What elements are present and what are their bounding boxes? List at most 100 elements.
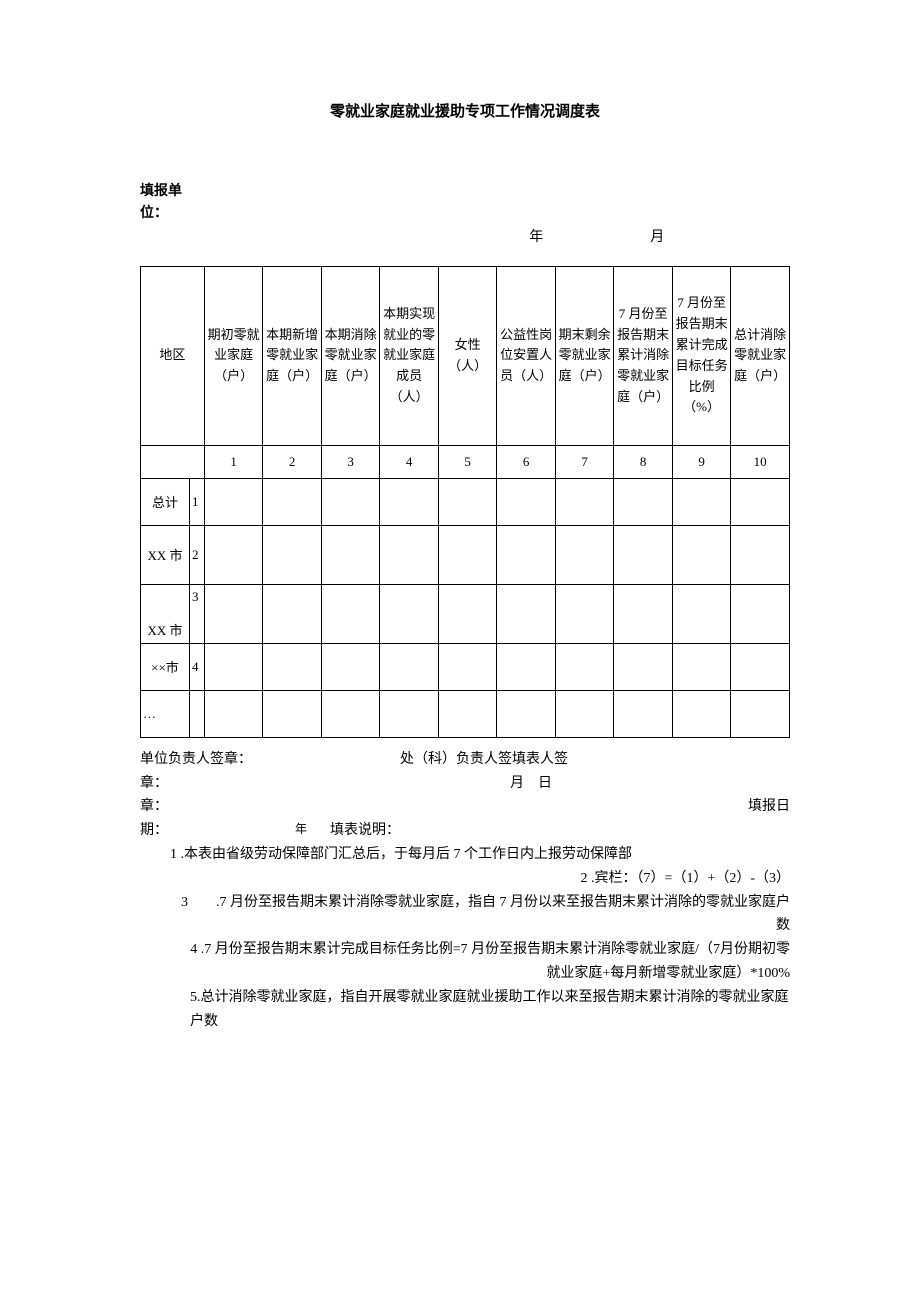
- fill-date-label: 填报日: [748, 795, 790, 819]
- note-3: 3 .7 月份至报告期末累计消除零就业家庭，指自 7 月份以来至报告期末累计消除…: [140, 891, 790, 939]
- num-col-blank: [141, 445, 205, 478]
- table-row: ××市 4: [141, 643, 790, 690]
- row-idx: [189, 690, 204, 737]
- fill-unit-line1: 填报单: [140, 181, 790, 203]
- header-col-9: 7 月份至报告期末累计完成目标任务比例（%）: [672, 266, 731, 445]
- row-idx: 4: [189, 643, 204, 690]
- cell: [321, 643, 380, 690]
- table-row: XX 市 2: [141, 525, 790, 584]
- num-col-1: 1: [204, 445, 263, 478]
- cell: [731, 643, 790, 690]
- cell: [321, 690, 380, 737]
- signature-block: 单位负责人签章： 处（科）负责人签填表人签 章： 月 日 章： 填报日 期： 年…: [140, 748, 790, 843]
- cell: [380, 525, 439, 584]
- cell: [204, 478, 263, 525]
- note-2: 2 .宾栏：（7）=（1）+（2）-（3）: [140, 867, 790, 891]
- cell: [321, 525, 380, 584]
- cell: [263, 584, 322, 643]
- cell: [555, 478, 614, 525]
- num-col-9: 9: [672, 445, 731, 478]
- cell: [731, 584, 790, 643]
- cell: [438, 690, 497, 737]
- cell: [672, 525, 731, 584]
- header-col-4: 本期实现就业的零就业家庭成员（人）: [380, 266, 439, 445]
- cell: [263, 643, 322, 690]
- note-1: 1 .本表由省级劳动保障部门汇总后，于每月后 7 个工作日内上报劳动保障部: [140, 843, 790, 867]
- row-region: …: [141, 690, 190, 737]
- cell: [204, 584, 263, 643]
- note-5: 5.总计消除零就业家庭，指自开展零就业家庭就业援助工作以来至报告期末累计消除的零…: [140, 986, 790, 1034]
- year-label: 年: [529, 226, 543, 246]
- cell: [555, 643, 614, 690]
- unit-leader-sig: 单位负责人签章：: [140, 748, 400, 772]
- cell: [380, 478, 439, 525]
- cell: [614, 478, 673, 525]
- num-col-4: 4: [380, 445, 439, 478]
- cell: [672, 643, 731, 690]
- num-col-2: 2: [263, 445, 322, 478]
- note-4: 4 .7 月份至报告期末累计完成目标任务比例=7 月份至报告期末累计消除零就业家…: [140, 938, 790, 986]
- cell: [263, 478, 322, 525]
- num-col-10: 10: [731, 445, 790, 478]
- cell: [438, 584, 497, 643]
- cell: [204, 525, 263, 584]
- cell: [438, 525, 497, 584]
- cell: [614, 584, 673, 643]
- header-region: 地区: [141, 266, 205, 445]
- num-col-8: 8: [614, 445, 673, 478]
- zhang1: 章：: [140, 772, 510, 796]
- cell: [672, 690, 731, 737]
- fill-unit-label: 填报单 位：: [140, 181, 790, 226]
- header-col-6: 公益性岗位安置人员（人）: [497, 266, 556, 445]
- table-row: XX 市 3: [141, 584, 790, 643]
- row-idx: 1: [189, 478, 204, 525]
- cell: [321, 478, 380, 525]
- dept-leader-sig: 处（科）负责人签填表人签: [400, 748, 568, 772]
- cell: [497, 643, 556, 690]
- row-region: ××市: [141, 643, 190, 690]
- year-small: 年: [295, 819, 330, 843]
- header-col-7: 期末剩余零就业家庭（户）: [555, 266, 614, 445]
- instructions-label: 填表说明：: [330, 819, 400, 843]
- row-region: XX 市: [141, 525, 190, 584]
- row-idx: 2: [189, 525, 204, 584]
- cell: [555, 584, 614, 643]
- cell: [731, 690, 790, 737]
- cell: [380, 643, 439, 690]
- cell: [555, 525, 614, 584]
- table-row: 总计 1: [141, 478, 790, 525]
- table-header-row: 地区 期初零就业家庭（户） 本期新增零就业家庭（户） 本期消除零就业家庭（户） …: [141, 266, 790, 445]
- cell: [672, 478, 731, 525]
- cell: [380, 584, 439, 643]
- header-col-3: 本期消除零就业家庭（户）: [321, 266, 380, 445]
- row-region: 总计: [141, 478, 190, 525]
- cell: [204, 643, 263, 690]
- cell: [614, 525, 673, 584]
- table-row: …: [141, 690, 790, 737]
- cell: [497, 525, 556, 584]
- fill-unit-line2: 位：: [140, 203, 790, 225]
- num-col-6: 6: [497, 445, 556, 478]
- row-region: XX 市: [141, 584, 190, 643]
- cell: [555, 690, 614, 737]
- cell: [614, 643, 673, 690]
- cell: [731, 478, 790, 525]
- page-title: 零就业家庭就业援助专项工作情况调度表: [140, 100, 790, 121]
- cell: [614, 690, 673, 737]
- table-number-row: 1 2 3 4 5 6 7 8 9 10: [141, 445, 790, 478]
- date-row: 年 月: [140, 226, 790, 246]
- cell: [438, 643, 497, 690]
- num-col-3: 3: [321, 445, 380, 478]
- row-idx: 3: [189, 584, 204, 643]
- zhang2: 章：: [140, 795, 748, 819]
- header-col-2: 本期新增零就业家庭（户）: [263, 266, 322, 445]
- cell: [497, 690, 556, 737]
- notes-block: 1 .本表由省级劳动保障部门汇总后，于每月后 7 个工作日内上报劳动保障部 2 …: [140, 843, 790, 1033]
- period-label: 期：: [140, 819, 295, 843]
- cell: [672, 584, 731, 643]
- num-col-7: 7: [555, 445, 614, 478]
- cell: [321, 584, 380, 643]
- num-col-5: 5: [438, 445, 497, 478]
- cell: [263, 690, 322, 737]
- cell: [497, 478, 556, 525]
